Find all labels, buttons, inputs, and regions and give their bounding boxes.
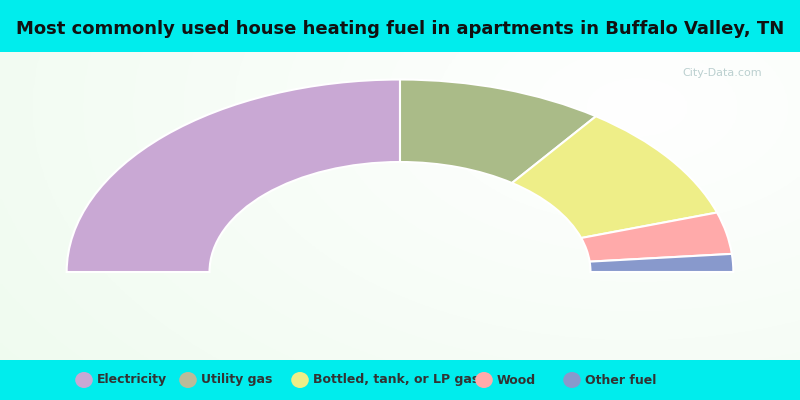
Wedge shape [581,212,732,262]
Wedge shape [400,80,596,183]
Ellipse shape [75,372,93,388]
Wedge shape [66,80,400,272]
Text: Utility gas: Utility gas [201,374,272,386]
Ellipse shape [563,372,581,388]
Text: Bottled, tank, or LP gas: Bottled, tank, or LP gas [313,374,479,386]
Ellipse shape [291,372,309,388]
Ellipse shape [475,372,493,388]
Ellipse shape [179,372,197,388]
Text: Most commonly used house heating fuel in apartments in Buffalo Valley, TN: Most commonly used house heating fuel in… [16,20,784,38]
Text: City-Data.com: City-Data.com [682,68,762,78]
Text: Electricity: Electricity [97,374,167,386]
Wedge shape [512,116,717,238]
Text: Wood: Wood [497,374,536,386]
Text: Other fuel: Other fuel [585,374,656,386]
Wedge shape [590,254,734,272]
